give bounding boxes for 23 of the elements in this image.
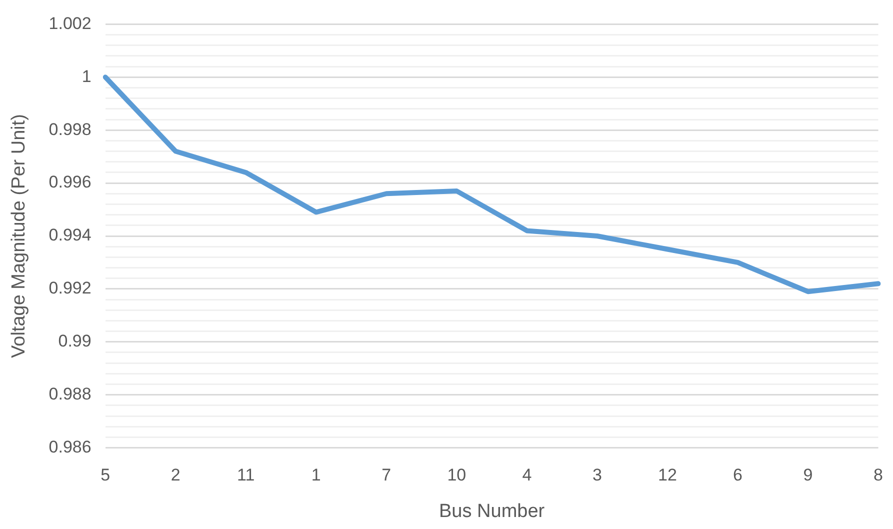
x-tick-label: 2 [170,466,180,485]
x-tick-label: 11 [237,466,255,485]
x-tick-label: 10 [447,466,466,485]
y-tick-label: 0.994 [48,226,92,245]
x-tick-label: 9 [803,466,813,485]
y-tick-label: 0.988 [48,384,92,404]
x-tick-label: 12 [658,466,677,485]
y-tick-label: 0.99 [58,332,92,351]
x-tick-label: 1 [311,466,321,485]
y-tick-label: 1.002 [48,14,92,33]
y-axis-title: Voltage Magnitude (Per Unit) [8,114,30,358]
x-axis-title: Bus Number [439,500,546,522]
y-tick-label: 0.986 [48,437,92,456]
y-tick-label: 0.996 [48,172,92,192]
x-tick-label: 6 [733,466,742,485]
x-tick-label: 7 [382,466,392,485]
y-tick-label: 1 [82,66,92,86]
y-tick-label: 0.992 [48,278,92,298]
x-tick-label: 4 [522,466,532,485]
x-tick-label: 3 [592,466,602,485]
x-tick-label: 8 [874,466,884,485]
x-tick-label: 5 [100,466,110,485]
y-tick-label: 0.998 [48,120,92,139]
